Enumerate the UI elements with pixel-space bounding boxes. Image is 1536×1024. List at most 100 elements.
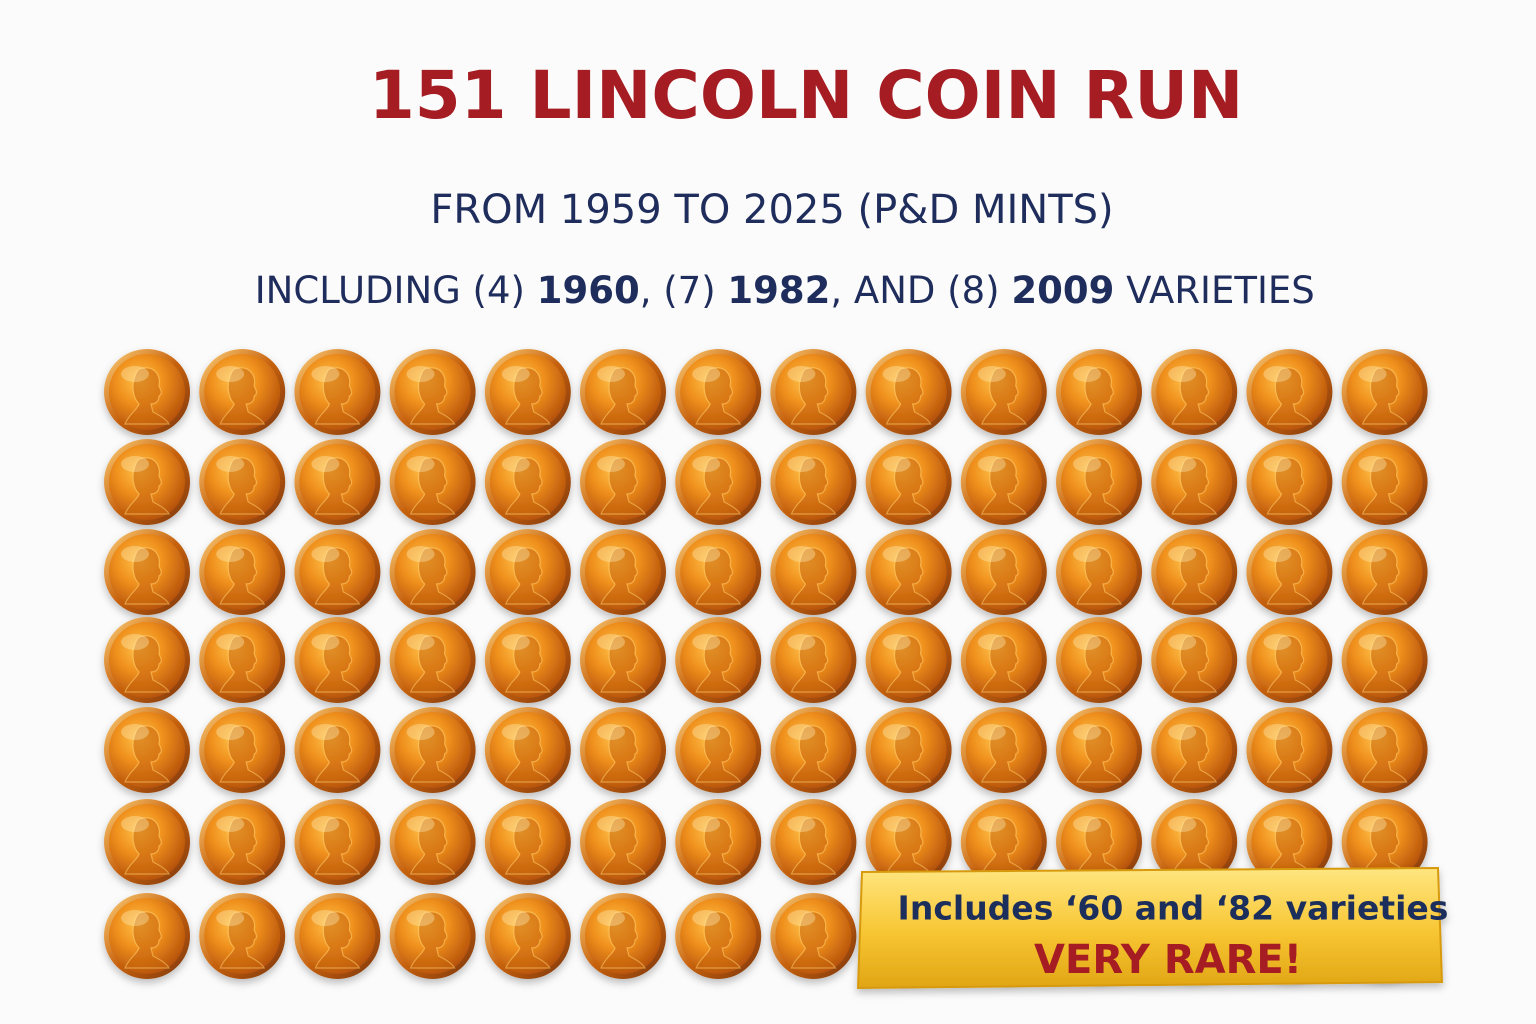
coin (865, 439, 952, 525)
coin (294, 439, 381, 525)
coin (484, 617, 571, 703)
coin (770, 799, 857, 885)
coin (389, 707, 476, 793)
text-segment: VARIETIES (1114, 269, 1314, 312)
coin (389, 529, 476, 615)
coin (199, 439, 286, 525)
coin (580, 707, 666, 793)
coin-highlight (1073, 724, 1101, 740)
coin-highlight (501, 634, 530, 650)
coin-highlight (121, 724, 149, 740)
coin (675, 349, 762, 435)
coin (1341, 439, 1428, 525)
coin-highlight (597, 546, 625, 562)
coin-highlight (1358, 456, 1387, 472)
banner-line-2: VERY RARE! (1034, 937, 1302, 983)
coin-highlight (787, 366, 816, 382)
coin (770, 617, 857, 703)
coin-highlight (692, 816, 721, 832)
title: 151 LINCOLN COIN RUN (369, 57, 1243, 134)
coin-highlight (311, 366, 340, 382)
coin (199, 799, 286, 885)
coin-highlight (1263, 634, 1292, 650)
coin-highlight (1263, 816, 1292, 832)
coin (484, 529, 571, 615)
coin-highlight (406, 456, 435, 472)
coin (1246, 707, 1333, 793)
coin-highlight (121, 366, 149, 382)
coin (389, 439, 476, 525)
coin-highlight (311, 910, 340, 926)
coin-highlight (406, 634, 435, 650)
coin (580, 799, 666, 885)
coin-highlight (882, 456, 911, 472)
coin (865, 707, 952, 793)
coin-highlight (1168, 456, 1197, 472)
coin-highlight (977, 816, 1006, 832)
coin (1151, 439, 1238, 525)
coin-highlight (406, 366, 435, 382)
coin-highlight (216, 366, 245, 382)
coin-highlight (1358, 724, 1387, 740)
coin (199, 617, 286, 703)
coin-highlight (977, 366, 1006, 382)
coin-highlight (597, 816, 625, 832)
coin-highlight (787, 724, 816, 740)
coin (1246, 439, 1333, 525)
coin (389, 617, 476, 703)
coin (1056, 799, 1142, 885)
coin-highlight (311, 816, 340, 832)
coin (104, 707, 190, 793)
coin (484, 439, 571, 525)
coin-highlight (406, 546, 435, 562)
coin (1341, 617, 1428, 703)
coin (294, 707, 381, 793)
coin (104, 439, 190, 525)
coin-highlight (311, 724, 340, 740)
coin (580, 617, 666, 703)
coin (1151, 617, 1238, 703)
coin-highlight (501, 456, 530, 472)
text-segment: , (7) (640, 269, 728, 312)
coin-highlight (501, 724, 530, 740)
coin (389, 893, 476, 979)
coin (675, 799, 762, 885)
coin (484, 893, 571, 979)
coin-highlight (311, 456, 340, 472)
coin (1246, 529, 1333, 615)
coin (1151, 529, 1238, 615)
coin-highlight (121, 816, 149, 832)
coin-highlight (692, 724, 721, 740)
coin (1056, 349, 1142, 435)
coin (675, 439, 762, 525)
coin (960, 529, 1047, 615)
coin-highlight (1073, 634, 1101, 650)
coin-highlight (977, 634, 1006, 650)
coin-highlight (1073, 546, 1101, 562)
coin (1056, 617, 1142, 703)
coin (389, 349, 476, 435)
coin (770, 349, 857, 435)
coin-highlight (692, 546, 721, 562)
coin (199, 707, 286, 793)
coin (104, 349, 190, 435)
coin-highlight (882, 366, 911, 382)
coin (675, 617, 762, 703)
coin-highlight (882, 634, 911, 650)
coin (294, 349, 381, 435)
coin-highlight (977, 724, 1006, 740)
coin (960, 799, 1047, 885)
banner: Includes ‘60 and ‘82 varieties VERY RARE… (856, 866, 1448, 990)
coin-highlight (597, 724, 625, 740)
coin (104, 799, 190, 885)
coin-highlight (787, 546, 816, 562)
coin (1246, 799, 1333, 885)
coin (104, 893, 190, 979)
coin (484, 799, 571, 885)
coin-highlight (1358, 816, 1387, 832)
coin (389, 799, 476, 885)
coin (199, 349, 286, 435)
coin-highlight (787, 910, 816, 926)
coin (1151, 707, 1238, 793)
